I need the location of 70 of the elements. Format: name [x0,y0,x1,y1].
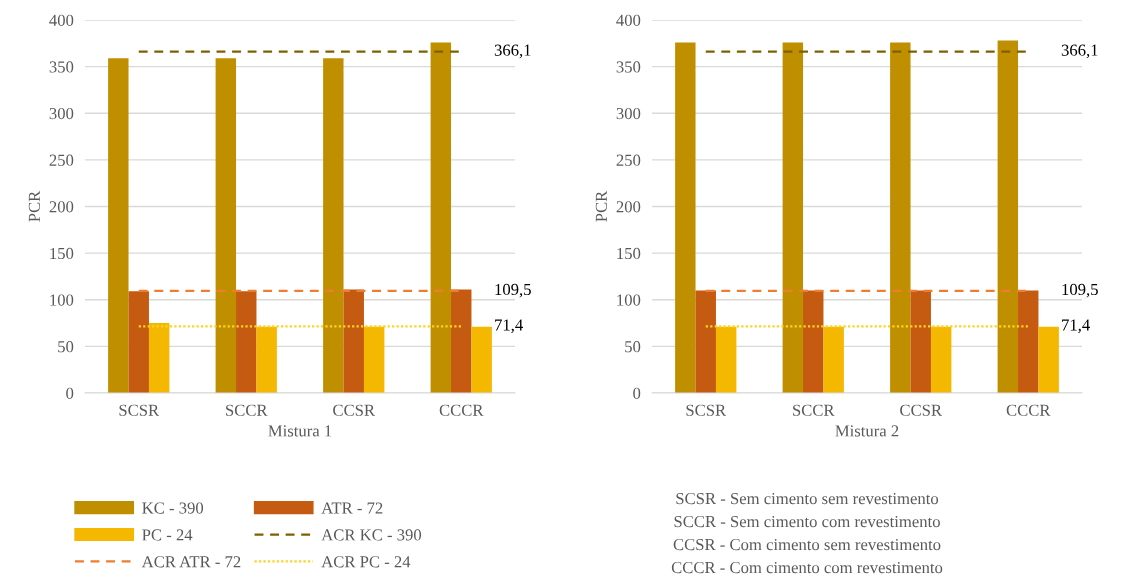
text: CCCR - Com cimento com revestimento [671,561,943,574]
bar [148,323,170,393]
y-tick-label: 100 [50,294,74,306]
annotation: 366,1 [494,44,531,59]
y-axis-title: PCR [28,190,40,222]
bar [782,42,804,393]
y-tick-label: 150 [617,247,641,260]
x-tick-label: SCCR [226,404,268,416]
bar [215,58,237,393]
bar [910,290,931,393]
bar [343,289,364,393]
text: CCSR - Com cimento sem revestimento [673,538,941,551]
y-tick-label: 350 [49,61,74,73]
y-tick-label: 50 [58,341,74,353]
bar [715,326,737,393]
bar [363,326,385,393]
x-axis-title: Mistura 2 [835,425,899,437]
y-tick-label: 200 [49,201,74,213]
bar [108,58,129,393]
annotation: 366,1 [1061,44,1098,59]
y-tick-label: 300 [49,107,74,120]
legend-label: ACR KC - 390 [321,529,422,541]
y-tick-label: 400 [616,14,641,26]
x-tick-label: CCSR [900,404,943,416]
text: SCSR - Sem cimento sem revestimento [676,492,939,505]
y-axis-title: PCR [595,190,607,222]
bar [128,291,149,393]
y-tick-label: 250 [616,154,641,166]
legend-label: ACR ATR - 72 [141,556,241,568]
bar [930,326,952,393]
bar [890,42,911,393]
bar [256,326,277,393]
y-tick-label: 100 [617,294,641,306]
annotation: 109,5 [1062,283,1098,298]
bar [823,326,844,393]
text: SCCR - Sem cimento com revestimento [674,515,940,528]
x-tick-label: SCCR [793,404,835,416]
bar [803,290,824,393]
bar [451,289,472,393]
bar [695,290,716,393]
x-tick-label: SCSR [119,404,160,416]
bar [471,326,492,393]
y-tick-label: 50 [625,341,641,353]
bar [430,42,452,393]
annotation: 71,4 [495,319,523,333]
bar [1038,326,1059,393]
y-tick-label: 300 [616,107,641,120]
bar [236,291,257,393]
annotation: 109,5 [495,283,531,298]
x-tick-label: CCCR [1006,404,1051,416]
legend-label: KC - 390 [142,502,204,514]
x-tick-label: CCCR [439,404,484,416]
legend-label: ATR - 72 [321,502,383,514]
legend-label: ACR PC - 24 [321,556,411,568]
y-tick-label: 250 [49,154,74,166]
x-tick-label: CCSR [333,404,376,416]
y-tick-label: 350 [616,61,641,73]
y-tick-label: 400 [49,14,74,26]
annotation: 71,4 [1062,319,1090,333]
y-tick-label: 0 [66,387,74,399]
y-tick-label: 200 [616,201,641,213]
y-tick-label: 150 [50,247,74,260]
x-tick-label: SCSR [686,404,727,416]
y-tick-label: 0 [633,387,641,399]
x-axis-title: Mistura 1 [268,425,332,437]
bar [997,40,1019,393]
legend-label: PC - 24 [142,529,193,541]
bar [323,58,344,393]
bar [675,42,696,393]
bar [1018,290,1039,393]
